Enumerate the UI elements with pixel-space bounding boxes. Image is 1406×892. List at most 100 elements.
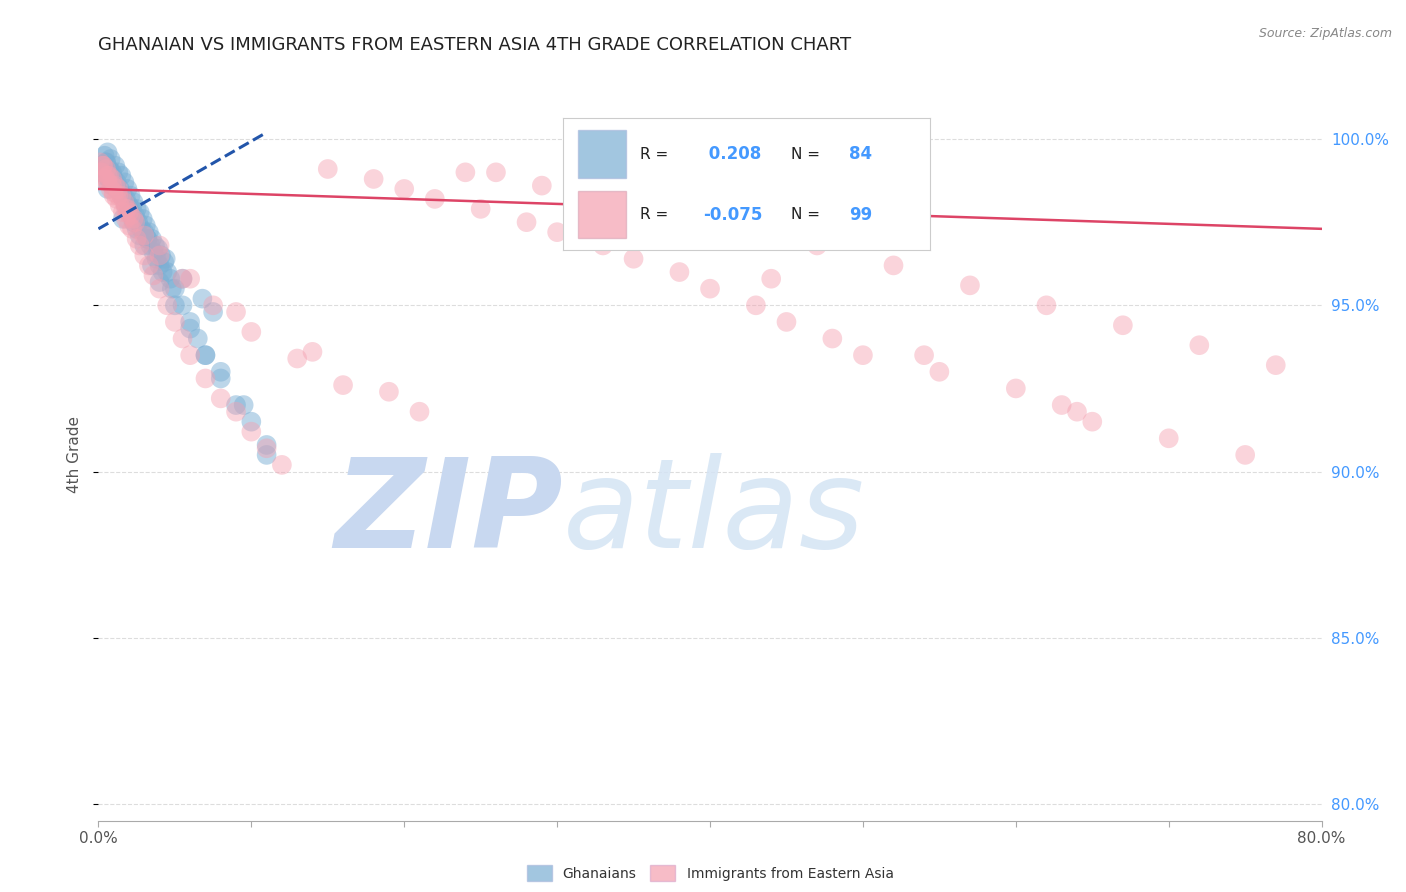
Point bbox=[316, 161, 339, 176]
Point bbox=[194, 371, 217, 385]
Point bbox=[232, 398, 254, 412]
Point bbox=[111, 211, 134, 226]
Point bbox=[172, 332, 194, 346]
Point bbox=[97, 182, 120, 196]
Point bbox=[363, 172, 385, 186]
Point bbox=[122, 195, 145, 210]
Legend: Ghanaians, Immigrants from Eastern Asia: Ghanaians, Immigrants from Eastern Asia bbox=[522, 860, 898, 887]
Point bbox=[191, 292, 214, 306]
Point bbox=[100, 165, 122, 179]
Point bbox=[94, 155, 117, 169]
Point bbox=[108, 182, 131, 196]
Point bbox=[240, 415, 263, 429]
Point bbox=[156, 298, 179, 312]
Point bbox=[146, 242, 169, 256]
Point bbox=[104, 159, 127, 173]
Point bbox=[91, 159, 114, 173]
Point bbox=[134, 228, 156, 243]
Point bbox=[93, 149, 115, 163]
Point bbox=[1035, 298, 1057, 312]
Point bbox=[129, 222, 152, 236]
Point bbox=[530, 178, 553, 193]
Point bbox=[256, 438, 278, 452]
Point bbox=[761, 271, 783, 285]
Point bbox=[120, 209, 142, 223]
Point bbox=[94, 172, 117, 186]
Point bbox=[209, 365, 232, 379]
Point bbox=[91, 161, 114, 176]
Point bbox=[120, 188, 142, 202]
Point bbox=[179, 321, 201, 335]
Point bbox=[103, 178, 125, 193]
Point bbox=[101, 178, 124, 193]
Point bbox=[806, 238, 828, 252]
Point bbox=[101, 178, 124, 193]
Point bbox=[136, 232, 159, 246]
Point bbox=[470, 202, 492, 216]
Point bbox=[1081, 415, 1104, 429]
Point bbox=[1234, 448, 1257, 462]
Point bbox=[378, 384, 401, 399]
Point bbox=[138, 259, 160, 273]
Point bbox=[179, 315, 201, 329]
Point bbox=[118, 205, 141, 219]
Point bbox=[256, 448, 278, 462]
Point bbox=[959, 278, 981, 293]
Point bbox=[392, 182, 416, 196]
Point bbox=[98, 172, 121, 186]
Y-axis label: 4th Grade: 4th Grade bbox=[66, 417, 82, 493]
Point bbox=[141, 232, 163, 246]
Point bbox=[332, 378, 354, 392]
Point bbox=[124, 215, 146, 229]
Point bbox=[107, 165, 129, 179]
Point bbox=[172, 271, 194, 285]
Point bbox=[101, 172, 124, 186]
Point bbox=[136, 232, 159, 246]
Point bbox=[153, 255, 176, 269]
Point bbox=[209, 371, 232, 385]
Point bbox=[149, 259, 172, 273]
Point bbox=[115, 202, 138, 216]
Point bbox=[97, 175, 120, 189]
Point bbox=[179, 348, 201, 362]
Point bbox=[821, 332, 844, 346]
Point bbox=[90, 165, 112, 179]
Point bbox=[1066, 405, 1088, 419]
Point bbox=[125, 202, 148, 216]
Point bbox=[121, 202, 143, 216]
Point bbox=[94, 155, 117, 169]
Point bbox=[928, 365, 950, 379]
Point bbox=[1188, 338, 1211, 352]
Text: GHANAIAN VS IMMIGRANTS FROM EASTERN ASIA 4TH GRADE CORRELATION CHART: GHANAIAN VS IMMIGRANTS FROM EASTERN ASIA… bbox=[98, 36, 852, 54]
Point bbox=[112, 195, 135, 210]
Point bbox=[592, 238, 614, 252]
Point bbox=[576, 182, 599, 196]
Point bbox=[172, 271, 194, 285]
Point bbox=[149, 275, 172, 289]
Point bbox=[256, 442, 278, 456]
Point bbox=[100, 152, 122, 166]
Point bbox=[1112, 318, 1135, 333]
Point bbox=[127, 215, 149, 229]
Point bbox=[142, 245, 165, 260]
Point bbox=[143, 238, 166, 252]
Point bbox=[107, 182, 129, 196]
Point bbox=[138, 225, 160, 239]
Point bbox=[145, 252, 167, 266]
Point bbox=[149, 282, 172, 296]
Point bbox=[118, 198, 141, 212]
Point bbox=[1157, 431, 1180, 445]
Point bbox=[101, 165, 124, 179]
Point bbox=[745, 298, 768, 312]
Point bbox=[485, 165, 508, 179]
Point bbox=[135, 219, 157, 233]
Point bbox=[107, 188, 129, 202]
Point bbox=[202, 298, 225, 312]
Point bbox=[150, 248, 173, 262]
Point bbox=[128, 238, 150, 252]
Point bbox=[149, 238, 172, 252]
Point bbox=[159, 271, 181, 285]
Point bbox=[172, 298, 194, 312]
Point bbox=[225, 305, 247, 319]
Point bbox=[301, 344, 323, 359]
